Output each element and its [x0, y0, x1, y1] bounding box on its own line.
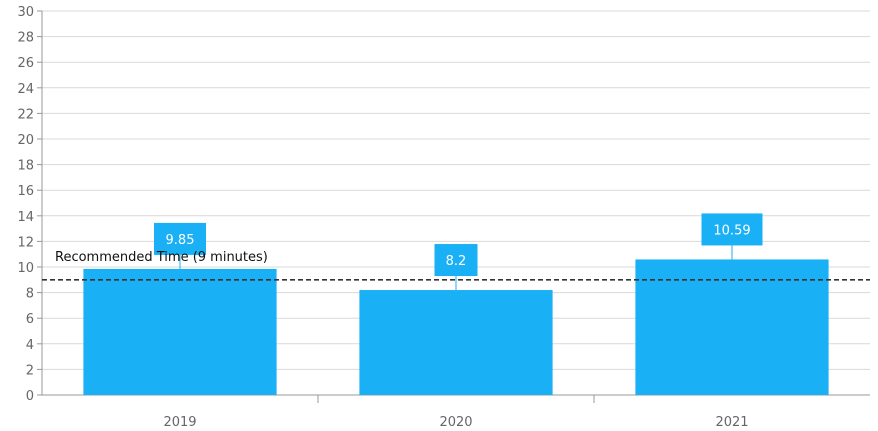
data-label-box: [701, 213, 763, 246]
data-label-2019: 9.85: [166, 233, 195, 248]
y-tick-label: 30: [17, 5, 34, 20]
data-labels: 9.85 8.2 10.59 Recommended Time (9 minutes): [55, 213, 763, 291]
bars: [83, 259, 829, 395]
y-tick-label: 22: [17, 107, 34, 122]
x-tick-label: 2021: [715, 415, 748, 430]
y-tick-label: 18: [17, 159, 34, 174]
bar-2019: [83, 268, 277, 395]
data-label-2020: 8.2: [446, 254, 467, 269]
y-tick-label: 4: [26, 338, 34, 353]
y-tick-label: 10: [17, 261, 34, 276]
y-tick-label: 20: [17, 133, 34, 148]
y-tick-label: 8: [26, 287, 34, 302]
reference-line-label: Recommended Time (9 minutes): [55, 250, 268, 265]
y-tick-label: 0: [26, 389, 34, 404]
data-label-box: [434, 244, 478, 277]
y-tick-label: 2: [26, 363, 34, 378]
y-tick-label: 24: [17, 82, 34, 97]
y-tick-label: 12: [17, 235, 34, 250]
y-tick-label: 14: [17, 210, 34, 225]
y-tick-label: 6: [26, 312, 34, 327]
x-tick-label: 2019: [163, 415, 196, 430]
y-tick-label: 26: [17, 56, 34, 71]
bar-2020: [359, 290, 553, 395]
data-label-2021: 10.59: [713, 223, 750, 238]
y-tick-label: 16: [17, 184, 34, 199]
data-label-box: [154, 222, 206, 255]
bar-2021: [635, 259, 829, 395]
x-tick-label: 2020: [439, 415, 472, 430]
y-tick-label: 28: [17, 31, 34, 46]
